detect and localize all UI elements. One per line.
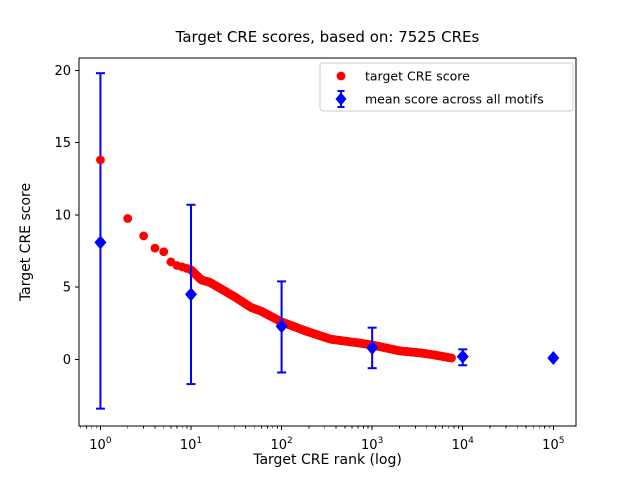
y-tick-label: 15 <box>54 136 71 151</box>
y-tick-label: 20 <box>54 64 71 79</box>
y-tick-label: 5 <box>63 281 71 296</box>
x-tick-label: 101 <box>180 436 202 453</box>
legend-blue-diamond-icon <box>335 92 347 106</box>
red-scatter-point <box>447 353 456 363</box>
legend-red-circle-icon <box>336 71 346 81</box>
mean-diamond-marker <box>547 351 560 366</box>
mean-diamond-marker <box>366 340 379 355</box>
red-scatter-point <box>159 247 169 257</box>
y-axis-label: Target CRE score <box>18 182 34 302</box>
red-scatter-point <box>96 155 105 165</box>
y-tick-label: 0 <box>63 353 71 368</box>
mean-diamond-marker <box>94 235 107 250</box>
plot-frame <box>78 57 577 427</box>
mean-diamond-marker <box>275 319 288 334</box>
legend-label-target-cre-score: target CRE score <box>365 69 470 84</box>
red-scatter-point <box>150 243 160 253</box>
chart-title: Target CRE scores, based on: 7525 CREs <box>175 28 480 46</box>
legend-label-mean-score: mean score across all motifs <box>365 92 544 107</box>
x-tick-label: 104 <box>452 436 475 453</box>
y-tick-label: 10 <box>54 208 71 223</box>
mean-diamond-marker <box>185 287 198 302</box>
red-scatter-point <box>123 214 133 223</box>
x-tick-label: 102 <box>270 436 292 453</box>
red-scatter-point <box>139 231 149 241</box>
legend-box <box>319 62 574 112</box>
x-axis-label: Target CRE rank (log) <box>253 452 402 468</box>
x-tick-label: 105 <box>542 436 564 453</box>
x-tick-label: 100 <box>89 436 112 453</box>
x-tick-label: 103 <box>361 436 383 453</box>
mean-diamond-marker <box>456 349 469 364</box>
